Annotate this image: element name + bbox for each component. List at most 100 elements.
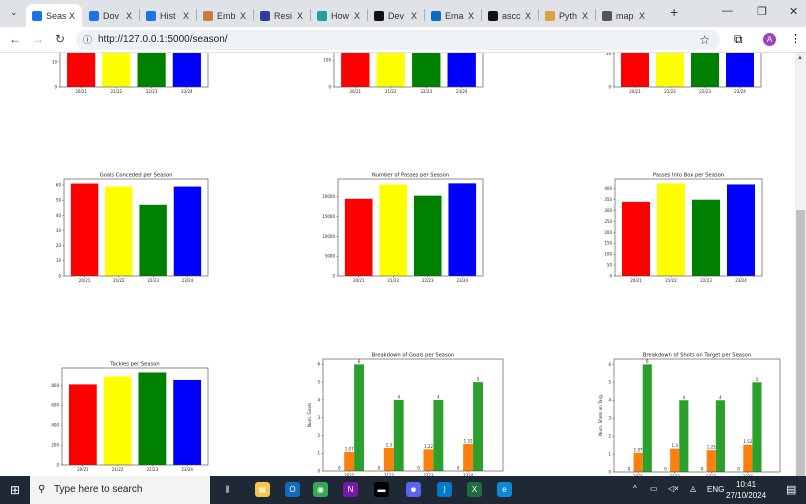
tab-close-icon[interactable]: X [296,10,303,21]
tab-close-icon[interactable]: X [125,10,132,21]
tab-resi[interactable]: Resi X [254,4,310,27]
battery-icon[interactable]: ▭ [650,484,658,493]
y-tick-label: 300 [604,208,612,213]
bar [344,198,373,276]
minimize-icon[interactable]: — [722,5,733,17]
scroll-up-icon[interactable]: ▲ [797,55,803,61]
y-tick-label: 4 [317,397,320,402]
tab-seas[interactable]: Seas X [26,4,82,27]
tab-separator [538,9,539,21]
discord-icon[interactable]: ☻ [406,482,421,497]
bar [172,53,201,88]
y-tick-label: 50 [606,53,612,56]
emblem-icon [203,10,213,21]
y-tick-label: 60 [56,182,62,187]
site-info-icon[interactable]: ⓘ [83,35,93,45]
chart-title: Goals Conceded per Season [100,173,173,179]
x-tick-label: 20/21 [629,89,641,94]
bar [344,451,355,471]
bar-value-label: 0 [701,467,704,472]
close-window-icon[interactable]: ✕ [789,6,799,18]
x-tick-label: 22/23 [147,467,159,472]
y-tick-label: 4 [608,398,611,403]
forward-icon[interactable]: → [32,32,44,46]
bar-value-label: 0 [628,467,631,472]
tab-hist[interactable]: Hist X [140,4,196,27]
bar [726,53,754,88]
excel-icon[interactable]: X [467,482,482,497]
tab-close-icon[interactable]: X [638,10,645,21]
bar [463,443,474,471]
bar [393,399,404,471]
clock-time: 10:41 [736,480,757,489]
bar-value-label: 1.07 [634,447,643,452]
outlook-icon[interactable]: O [285,482,300,497]
tab-close-icon[interactable]: X [581,10,588,21]
bookmark-star-icon[interactable]: ☆ [699,33,710,47]
x-tick-label: 22/23 [699,89,711,94]
edge-icon[interactable]: e [497,482,512,497]
bar-value-label: 1.52 [464,438,473,443]
page-icon [260,10,270,21]
tab-pyth[interactable]: Pyth X [539,4,595,27]
tab-close-icon[interactable]: X [353,10,360,21]
tab-separator [595,9,596,21]
back-icon[interactable]: ← [9,32,21,46]
tab-close-icon[interactable]: X [410,10,417,21]
x-tick-label: 21/22 [387,278,399,283]
restore-icon[interactable]: ❐ [757,6,767,18]
x-tick-label: 23/24 [457,278,469,283]
chrome-icon[interactable]: ◉ [313,482,328,497]
scrollbar-thumb[interactable] [796,210,805,476]
language-indicator[interactable]: ENG [707,485,725,494]
url-input[interactable]: ⓘ http://127.0.0.1:5000/season/ ☆ [76,30,720,50]
y-tick-label: 200 [51,443,59,448]
page-content: 20/2121/2222/2323/240102020/2121/2222/23… [0,53,795,476]
tab-emb[interactable]: Emb X [197,4,253,27]
extensions-icon[interactable]: ⧉ [734,32,743,46]
y-tick-label: 10000 [322,234,335,239]
reload-icon[interactable]: ↻ [55,32,66,46]
volume-muted-icon[interactable]: ◁× [668,484,679,493]
x-tick-label: 22/23 [420,89,432,94]
onenote-icon[interactable]: N [343,482,358,497]
task-view-icon[interactable]: ⫼ [220,482,235,497]
tab-dev[interactable]: Dev X [368,4,424,27]
tab-ema[interactable]: Ema X [425,4,481,27]
taskbar-search-input[interactable]: ⚲ Type here to search [30,476,210,504]
axes-frame [613,358,781,473]
x-tick-label: 2324 [463,473,474,476]
x-tick-label: 22/23 [146,89,158,94]
bar [692,199,720,276]
scrollbar[interactable]: ▲ [795,53,806,476]
y-tick-label: 50 [56,198,62,203]
tab-label: Ema [445,10,464,21]
tab-close-icon[interactable]: X [182,10,189,21]
x-tick-label: 23/24 [734,89,746,94]
windows-start-icon[interactable]: ⊞ [10,483,21,497]
tab-close-icon[interactable]: X [467,10,474,21]
tab-dov[interactable]: Dov X [83,4,139,27]
tab-search-chevron-icon[interactable]: ⌄ [10,7,18,17]
tab-close-icon[interactable]: X [239,10,246,21]
bar [103,376,132,465]
new-tab-button[interactable]: + [670,4,679,20]
notifications-icon[interactable]: ▤ [786,484,797,496]
tab-close-icon[interactable]: X [68,10,75,21]
x-tick-label: 20/21 [79,278,91,283]
tray-chevron-icon[interactable]: ^ [633,484,637,493]
profile-avatar[interactable]: A [763,33,776,46]
menu-kebab-icon[interactable]: ⋮ [790,33,801,45]
tab-ascc[interactable]: ascc X [482,4,538,27]
x-tick-label: 2021 [633,474,644,476]
address-bar-row: ⓘ http://127.0.0.1:5000/season/ ☆ ⧉ A ⋮ [0,27,806,53]
tab-how[interactable]: How X [311,4,367,27]
terminal-icon[interactable]: ▬ [374,482,389,497]
file-explorer-icon[interactable]: ▤ [255,482,270,497]
vscode-icon[interactable]: ⟩ [437,482,452,497]
wifi-icon[interactable]: ◬ [690,484,697,493]
tab-label: Resi [274,10,293,21]
tab-map[interactable]: map X [596,4,652,27]
tab-close-icon[interactable]: X [524,10,531,21]
clock[interactable]: 10:41 27/10/2024 [726,479,766,501]
